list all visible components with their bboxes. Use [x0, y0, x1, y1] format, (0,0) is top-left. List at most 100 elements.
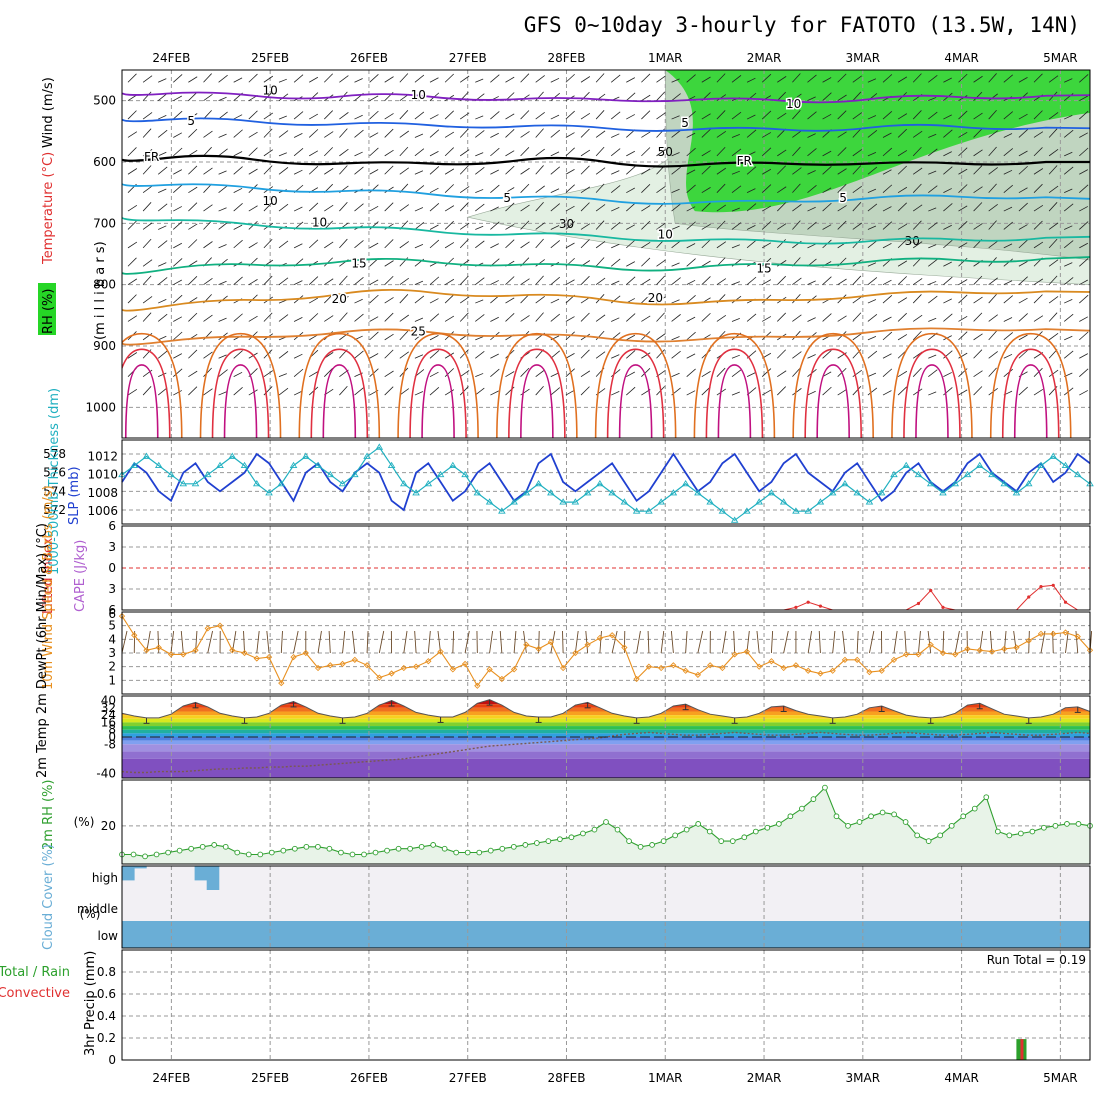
wind10m-marker	[952, 651, 959, 658]
slp-tick: 1008	[87, 486, 118, 500]
cloud-bar-low	[920, 921, 934, 948]
cloud-bar-low	[630, 921, 643, 948]
wind-barb	[761, 147, 772, 157]
cloud-bar-low	[1017, 921, 1030, 948]
wind10m-barb	[414, 630, 417, 654]
slp-marker	[632, 507, 641, 514]
wind-barb	[535, 238, 544, 249]
wind10m-marker	[915, 651, 922, 658]
wind-barb	[142, 222, 153, 230]
wind-barb	[1079, 258, 1089, 267]
wind10m-barb	[918, 630, 921, 654]
slp-marker	[988, 470, 996, 478]
wind10m-marker	[780, 664, 787, 672]
wind-barb	[1048, 312, 1058, 322]
wind-barb	[384, 349, 394, 359]
wind-barb	[761, 221, 772, 230]
cloud-bar-low	[969, 921, 982, 948]
slp-marker	[779, 498, 788, 505]
wind-barb	[1079, 110, 1089, 120]
wind-barb	[626, 150, 636, 157]
wind-barb	[611, 317, 620, 322]
slp-tick: 1006	[87, 504, 118, 518]
wind-barb	[928, 391, 937, 396]
wind10m-marker	[486, 666, 493, 673]
wind-barb	[716, 130, 727, 138]
wind-barb	[142, 386, 152, 396]
wind-barb	[988, 277, 998, 285]
wind-barb	[475, 152, 484, 157]
wind-barb	[867, 299, 877, 304]
wind-barb	[641, 294, 651, 304]
wind-barb	[610, 369, 621, 377]
wind-barb	[746, 313, 757, 322]
panel-frame	[121, 525, 1091, 611]
wind-barb	[444, 184, 454, 193]
rh2m-marker	[510, 843, 517, 850]
wind-barb	[444, 220, 454, 230]
cloud-bar-low	[521, 921, 534, 948]
rh2m-marker	[799, 805, 805, 812]
wind-barb	[384, 333, 394, 341]
wind-barb	[233, 350, 243, 359]
wind-barb	[1018, 349, 1028, 359]
wind-barb	[1018, 239, 1028, 249]
wind-barb	[127, 388, 138, 396]
wind-barb	[1064, 151, 1073, 157]
wind-barb	[142, 91, 152, 101]
wind-barb	[1033, 294, 1043, 304]
wind10m-marker	[498, 675, 505, 683]
wind-barb	[731, 170, 740, 175]
ylabel-rh: RH (%)	[41, 289, 56, 334]
wind-barb	[278, 314, 289, 322]
cloud-bar-low	[230, 921, 244, 948]
wind-barb	[218, 369, 228, 377]
rh2m-marker	[176, 847, 183, 854]
wind-barb	[882, 169, 892, 175]
wind-barb	[293, 111, 304, 120]
cloud-bar-low	[787, 921, 801, 948]
wind-barb	[852, 312, 862, 322]
wind-barb	[641, 315, 651, 322]
slp-marker	[203, 470, 212, 478]
wind10m-barb	[1075, 630, 1079, 654]
slp-marker	[473, 489, 482, 496]
rh2m-marker	[545, 838, 552, 844]
wind-barb	[1063, 240, 1074, 249]
wind-barb	[308, 92, 319, 101]
slp-marker	[179, 479, 188, 487]
wind10m-barb	[231, 630, 237, 654]
wind-barb	[444, 257, 454, 267]
wind10m-marker	[216, 622, 224, 629]
wind-barb	[777, 186, 787, 193]
slp-marker	[375, 443, 384, 450]
temp-band	[122, 718, 1090, 723]
wind-barb	[520, 278, 530, 285]
wind-barb	[127, 294, 137, 304]
wind-barb	[1079, 294, 1089, 304]
wind10m-barb	[636, 630, 641, 654]
wind-barb	[973, 333, 983, 341]
wind-barb	[882, 294, 893, 304]
wind10m-marker	[694, 671, 702, 679]
wind-barb	[263, 386, 273, 396]
wind-barb	[731, 148, 742, 157]
cloud-bar-low	[170, 921, 183, 948]
wind10m-marker	[388, 670, 395, 677]
bottom-date-axis: 24FEB 25FEB 26FEB 27FEB 28FEB 1MAR 2MAR 3MAR 4MA…	[152, 1071, 1077, 1085]
wind10m-marker	[841, 656, 849, 663]
wind-barb	[535, 312, 544, 322]
wind-barb	[203, 277, 213, 285]
wind10m-barb	[611, 630, 618, 654]
ylabel-thickness: 1000-500mb Thickness (dm)	[47, 388, 62, 575]
slp-marker	[228, 452, 237, 459]
wind-barb	[520, 204, 530, 212]
wind-barb	[173, 242, 183, 249]
wind-barb	[792, 130, 802, 138]
wind-barb	[203, 241, 213, 249]
temp-band	[122, 751, 1090, 759]
wind-barb	[943, 372, 952, 378]
rh2m-marker	[418, 843, 425, 850]
slp-tick: 1010	[87, 468, 118, 482]
wind-barb	[1079, 147, 1089, 157]
